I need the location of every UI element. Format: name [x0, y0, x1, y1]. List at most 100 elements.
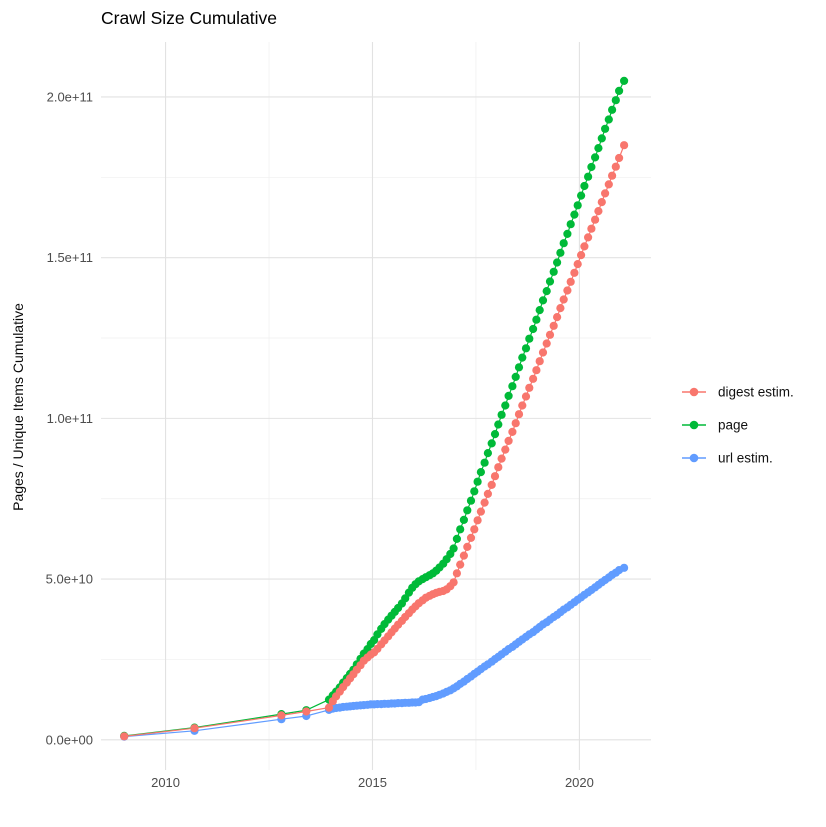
data-point	[587, 224, 596, 233]
y-tick-label: 5.0e+10	[46, 572, 93, 587]
data-point	[559, 239, 568, 248]
data-point	[473, 477, 482, 486]
data-point	[487, 439, 496, 448]
data-point	[190, 724, 199, 733]
data-point	[470, 525, 479, 534]
data-point	[521, 344, 531, 353]
data-point	[508, 382, 517, 391]
data-point	[601, 124, 610, 133]
data-point	[532, 366, 541, 375]
data-point	[570, 210, 579, 219]
data-point	[525, 334, 534, 343]
data-point	[511, 372, 520, 381]
data-point	[120, 732, 129, 741]
data-point	[449, 578, 458, 587]
data-point	[580, 242, 589, 251]
data-point	[466, 533, 476, 543]
legend-label: url estim.	[718, 451, 773, 466]
data-point	[529, 324, 538, 334]
data-point	[452, 534, 461, 544]
data-point	[620, 563, 629, 572]
data-point	[545, 277, 555, 286]
series-page	[120, 76, 629, 741]
data-point	[518, 401, 527, 410]
series-url-estim-	[120, 563, 629, 741]
chart-title: Crawl Size Cumulative	[101, 8, 278, 28]
data-point	[620, 76, 629, 85]
data-point	[324, 703, 334, 712]
data-point	[501, 401, 510, 410]
data-point	[553, 313, 562, 322]
data-point	[463, 506, 472, 515]
data-point	[608, 171, 617, 180]
x-tick-label: 2010	[151, 775, 180, 790]
data-point	[573, 201, 582, 210]
data-point	[584, 233, 593, 242]
data-point	[597, 198, 606, 207]
data-point	[521, 392, 531, 401]
data-point	[563, 286, 572, 295]
data-point	[302, 707, 311, 716]
data-point	[556, 248, 565, 257]
data-point	[545, 330, 555, 339]
data-point	[566, 277, 575, 286]
data-point	[514, 410, 524, 419]
data-point	[508, 427, 517, 436]
data-point	[459, 515, 468, 525]
data-point	[497, 410, 506, 419]
data-point	[535, 357, 544, 366]
data-point	[573, 260, 582, 269]
x-tick-label: 2015	[358, 775, 387, 790]
data-point	[497, 454, 506, 463]
data-point	[620, 141, 629, 150]
data-point	[514, 363, 524, 372]
legend-key-dot	[689, 453, 699, 463]
data-point	[601, 189, 610, 198]
data-point	[490, 472, 500, 481]
data-point	[504, 436, 513, 445]
data-point	[483, 489, 492, 498]
data-point	[615, 86, 624, 95]
data-point	[449, 544, 458, 553]
data-point	[487, 480, 496, 489]
data-point	[587, 162, 596, 172]
data-point	[501, 445, 510, 454]
data-point	[559, 295, 568, 304]
y-axis-title: Pages / Unique Items Cumulative	[10, 303, 26, 511]
legend-label: digest estim.	[718, 385, 794, 400]
data-point	[577, 191, 586, 200]
legend: digest estim. page url estim.	[682, 385, 794, 466]
data-point	[476, 468, 485, 477]
data-point	[549, 267, 558, 276]
data-point	[611, 162, 620, 171]
data-point	[591, 215, 600, 224]
series-digest-estim-	[120, 141, 629, 741]
data-point	[538, 348, 548, 357]
legend-label: page	[718, 418, 748, 433]
x-tick-label: 2020	[565, 775, 594, 790]
data-point	[504, 391, 513, 400]
data-point	[456, 525, 465, 534]
data-point	[518, 353, 527, 362]
data-point	[480, 498, 489, 507]
data-point	[563, 229, 572, 238]
data-point	[538, 296, 548, 305]
data-point	[476, 507, 485, 516]
data-point	[615, 153, 624, 163]
legend-item: page	[682, 418, 748, 433]
data-point	[483, 449, 492, 458]
data-point	[591, 153, 600, 162]
data-point	[611, 96, 620, 105]
data-point	[604, 115, 613, 124]
data-point	[466, 496, 476, 505]
data-point	[473, 516, 482, 525]
data-point	[494, 420, 503, 429]
data-point	[577, 251, 586, 260]
data-point	[277, 711, 286, 720]
y-tick-label: 1.0e+11	[47, 411, 93, 426]
data-point	[549, 321, 558, 330]
data-point	[463, 542, 472, 552]
legend-key-dot	[689, 420, 699, 430]
data-point	[570, 268, 579, 277]
